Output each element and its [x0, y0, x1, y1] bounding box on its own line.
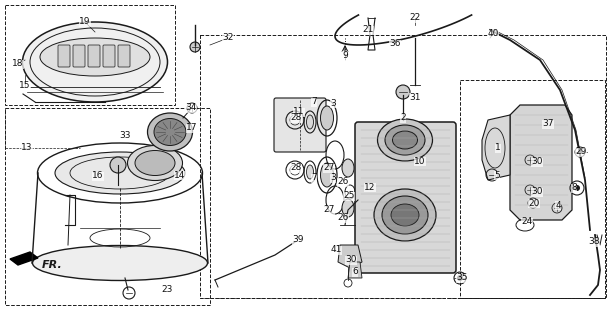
- Text: 29: 29: [576, 148, 587, 156]
- Text: 1: 1: [495, 143, 501, 153]
- Text: 27: 27: [323, 164, 335, 172]
- Text: 9: 9: [342, 51, 348, 60]
- Text: 18: 18: [12, 60, 24, 68]
- FancyBboxPatch shape: [58, 45, 70, 67]
- Ellipse shape: [147, 113, 192, 151]
- Text: 31: 31: [409, 92, 421, 101]
- FancyBboxPatch shape: [73, 45, 85, 67]
- Text: 33: 33: [119, 131, 131, 140]
- Ellipse shape: [391, 204, 419, 226]
- Ellipse shape: [378, 119, 433, 161]
- Text: 13: 13: [21, 143, 33, 153]
- Text: 16: 16: [92, 172, 104, 180]
- Text: 32: 32: [222, 34, 233, 43]
- Text: 3: 3: [330, 173, 336, 182]
- Circle shape: [110, 157, 126, 173]
- Text: 39: 39: [292, 236, 304, 244]
- Text: 17: 17: [186, 124, 198, 132]
- Ellipse shape: [307, 115, 313, 129]
- Text: 23: 23: [161, 285, 173, 294]
- FancyBboxPatch shape: [103, 45, 115, 67]
- Text: 37: 37: [542, 119, 554, 129]
- Text: 14: 14: [174, 171, 186, 180]
- Text: 11: 11: [293, 108, 305, 116]
- Polygon shape: [510, 105, 572, 220]
- Ellipse shape: [382, 196, 428, 234]
- Ellipse shape: [392, 131, 417, 149]
- Ellipse shape: [55, 152, 185, 194]
- Ellipse shape: [342, 199, 354, 217]
- Text: 2: 2: [400, 114, 406, 123]
- Text: 26: 26: [337, 213, 349, 222]
- Polygon shape: [10, 252, 38, 265]
- Text: 20: 20: [529, 198, 540, 207]
- Ellipse shape: [135, 150, 175, 175]
- Text: 12: 12: [364, 182, 376, 191]
- Text: 36: 36: [389, 39, 401, 49]
- Text: 38: 38: [588, 237, 600, 246]
- Text: 7: 7: [311, 98, 317, 107]
- Text: 40: 40: [488, 29, 499, 38]
- Text: 41: 41: [331, 245, 342, 254]
- Ellipse shape: [321, 106, 334, 130]
- FancyBboxPatch shape: [118, 45, 130, 67]
- FancyBboxPatch shape: [355, 122, 456, 273]
- Polygon shape: [338, 245, 362, 268]
- Text: 25: 25: [343, 191, 355, 201]
- Ellipse shape: [40, 38, 150, 76]
- Text: 22: 22: [409, 13, 420, 22]
- FancyBboxPatch shape: [88, 45, 100, 67]
- Text: 21: 21: [362, 26, 374, 35]
- Text: 28: 28: [290, 164, 302, 172]
- Text: FR.: FR.: [42, 260, 63, 270]
- Ellipse shape: [154, 118, 186, 146]
- Text: 30: 30: [345, 255, 357, 265]
- Text: 24: 24: [521, 218, 533, 227]
- Text: 27: 27: [323, 205, 335, 214]
- Circle shape: [190, 42, 200, 52]
- Ellipse shape: [385, 125, 425, 155]
- Text: 10: 10: [414, 156, 426, 165]
- Circle shape: [396, 85, 410, 99]
- Ellipse shape: [307, 165, 313, 179]
- Ellipse shape: [342, 159, 354, 177]
- Text: 19: 19: [79, 18, 91, 27]
- Text: 30: 30: [531, 157, 543, 166]
- Text: 28: 28: [290, 114, 302, 123]
- Polygon shape: [482, 115, 510, 180]
- Ellipse shape: [32, 245, 208, 281]
- Circle shape: [574, 185, 580, 191]
- Text: 8: 8: [571, 183, 577, 193]
- Text: 34: 34: [185, 103, 197, 113]
- FancyBboxPatch shape: [274, 98, 326, 152]
- Text: 15: 15: [20, 82, 31, 91]
- Ellipse shape: [374, 189, 436, 241]
- Text: 7: 7: [311, 173, 317, 182]
- Circle shape: [578, 150, 582, 154]
- Polygon shape: [348, 262, 362, 278]
- Ellipse shape: [321, 163, 334, 187]
- Circle shape: [457, 275, 463, 281]
- Text: 26: 26: [337, 178, 349, 187]
- Text: 4: 4: [555, 201, 561, 210]
- Ellipse shape: [128, 146, 183, 180]
- Text: 5: 5: [494, 171, 500, 180]
- Text: 3: 3: [330, 99, 336, 108]
- Text: 6: 6: [352, 268, 358, 276]
- Text: 30: 30: [531, 188, 543, 196]
- Ellipse shape: [23, 22, 167, 102]
- Text: 35: 35: [456, 274, 468, 283]
